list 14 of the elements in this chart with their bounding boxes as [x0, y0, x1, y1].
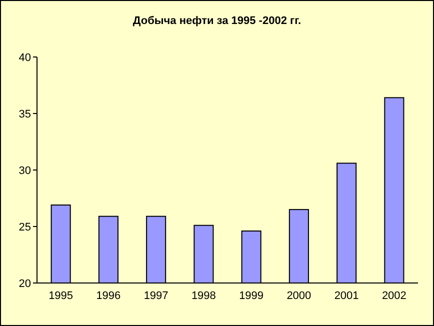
x-tick-label: 1999 — [239, 290, 264, 302]
y-tick-label: 35 — [18, 108, 31, 120]
y-tick-label: 40 — [18, 52, 31, 64]
x-tick-label: 2000 — [286, 290, 312, 302]
x-tick-label: 1998 — [191, 290, 216, 302]
y-tick-label: 25 — [18, 221, 31, 234]
x-tick-label: 2001 — [334, 290, 359, 302]
x-tick-label: 1997 — [144, 290, 168, 302]
x-tick-label: 1996 — [96, 290, 121, 302]
x-tick-label: 1995 — [48, 290, 74, 302]
chart-title: Добыча нефти за 1995 -2002 гг. — [132, 15, 302, 27]
y-tick-label: 30 — [18, 164, 31, 177]
y-tick-label: 20 — [18, 278, 31, 290]
x-tick-label: 2002 — [382, 290, 406, 302]
